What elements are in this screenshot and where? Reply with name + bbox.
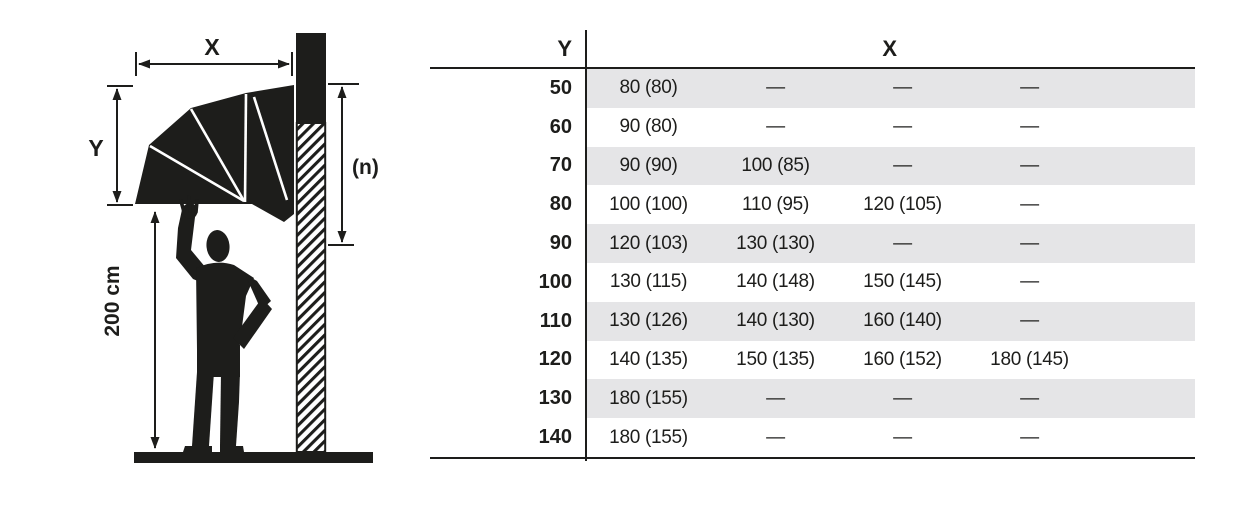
person-left-leg [192, 372, 214, 446]
x-value: — [766, 387, 785, 409]
x-dimension-arrow [135, 52, 293, 76]
x-value: 160 (140) [863, 310, 942, 332]
height-dimension-label: 200 cm [101, 265, 124, 336]
ground-bar [134, 452, 373, 463]
x-value: — [1020, 193, 1039, 215]
x-value: — [1020, 426, 1039, 448]
y-value: 100 [538, 270, 572, 293]
x-value: 100 (85) [741, 154, 810, 176]
person-hips [197, 345, 240, 377]
awning-shape [135, 85, 294, 222]
x-value: 140 (135) [609, 348, 688, 370]
table-row: 120 140 (135) 150 (135) 160 (152) 180 (1… [430, 341, 1195, 380]
x-value: — [893, 387, 912, 409]
x-value: 90 (80) [619, 116, 678, 138]
x-value: — [893, 426, 912, 448]
person-figure [176, 195, 272, 452]
x-value: — [1020, 116, 1039, 138]
x-value: 150 (135) [736, 348, 815, 370]
x-value: 180 (155) [609, 426, 688, 448]
person-right-foot [220, 446, 244, 452]
person-torso [196, 262, 254, 350]
x-value: — [1020, 387, 1039, 409]
table-row: 110 130 (126) 140 (130) 160 (140) — [430, 301, 1195, 341]
x-value: 150 (145) [863, 271, 942, 293]
y-value: 60 [549, 115, 572, 138]
awning-dimension-diagram: X Y (n) 200 cm [88, 33, 379, 463]
x-value: 180 (155) [609, 387, 688, 409]
x-value: 80 (80) [619, 77, 678, 99]
awning-segment-lines [149, 93, 289, 203]
x-value: — [1020, 232, 1039, 254]
person-head [206, 230, 230, 262]
x-value: 130 (130) [736, 232, 815, 254]
x-value: 120 (103) [609, 232, 688, 254]
y-value: 80 [549, 193, 572, 216]
dimension-table: Y X 50 80 (80) — — — 60 90 (80) — — — 70 [430, 30, 1195, 461]
x-value: 140 (148) [736, 271, 815, 293]
col-header-y: Y [557, 35, 572, 61]
x-value: 130 (115) [609, 271, 688, 293]
x-value: — [893, 77, 912, 99]
x-value: 130 (126) [609, 310, 688, 332]
x-value: — [1020, 271, 1039, 293]
y-value: 130 [538, 387, 572, 410]
table-column-divider [585, 30, 587, 461]
table-row: 90 120 (103) 130 (130) — — [430, 224, 1195, 263]
x-value: — [766, 77, 785, 99]
table-row: 60 90 (80) — — — [430, 108, 1195, 147]
y-value: 110 [539, 309, 572, 332]
x-value: — [1020, 77, 1039, 99]
x-value: — [893, 232, 912, 254]
x-value: 180 (145) [990, 348, 1069, 370]
x-value: — [766, 426, 785, 448]
y-value: 70 [549, 154, 572, 177]
hatched-wall [295, 122, 327, 453]
x-value: 110 (95) [742, 193, 809, 215]
x-value: — [893, 154, 912, 176]
person-forearm [233, 298, 272, 349]
wall [295, 33, 327, 453]
y-value: 50 [549, 76, 572, 99]
table-row: 50 80 (80) — — — [430, 69, 1195, 108]
table-row: 100 130 (115) 140 (148) 150 (145) — [430, 263, 1195, 302]
y-value: 90 [549, 232, 572, 255]
x-value: 120 (105) [863, 193, 942, 215]
y-dimension-label: Y [88, 135, 103, 161]
x-value: — [1020, 154, 1039, 176]
x-value: — [893, 116, 912, 138]
table-row: 80 100 (100) 110 (95) 120 (105) — [430, 185, 1195, 224]
table-body: 50 80 (80) — — — 60 90 (80) — — — 70 90 … [430, 69, 1195, 459]
x-dimension-label: X [204, 34, 220, 60]
x-value: 140 (130) [736, 310, 815, 332]
col-header-x: X [882, 35, 898, 61]
table-row: 130 180 (155) — — — [430, 379, 1195, 419]
x-value: — [1020, 310, 1039, 332]
x-value: 100 (100) [609, 193, 688, 215]
person-hand-fingers [179, 195, 199, 214]
table-row: 70 90 (90) 100 (85) — — [430, 146, 1195, 186]
y-value: 140 [538, 426, 572, 449]
y-value: 120 [538, 348, 572, 371]
x-value: 160 (152) [863, 348, 942, 370]
table-header-row: Y X [430, 30, 1195, 69]
awning-cassette [296, 33, 326, 123]
n-dimension-arrow [328, 83, 359, 246]
x-value: — [766, 116, 785, 138]
table-row: 140 180 (155) — — — [430, 418, 1195, 457]
person-right-leg [220, 372, 240, 446]
n-dimension-label: (n) [352, 156, 379, 179]
person-raised-arm [176, 205, 216, 286]
person-left-foot [183, 446, 212, 452]
y-dimension-arrow [107, 85, 133, 206]
x-value: 90 (90) [619, 154, 678, 176]
